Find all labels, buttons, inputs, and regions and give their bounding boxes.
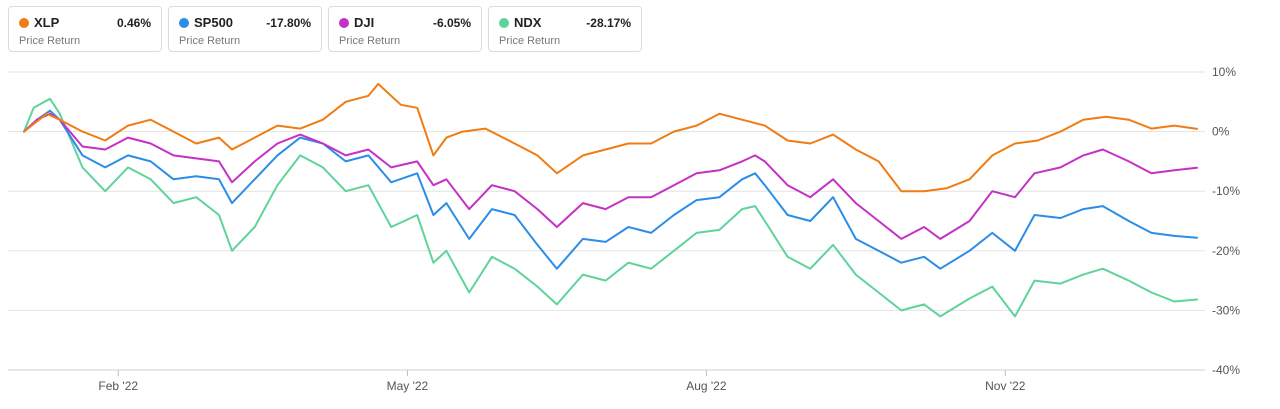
gridlines [8,71,1205,371]
legend-symbol: SP500 [194,15,234,30]
x-tick-label: May '22 [387,379,429,393]
legend-card-xlp[interactable]: XLP 0.46% Price Return [8,6,162,52]
x-tick-label: Aug '22 [686,379,727,393]
y-axis: 10% 0% -10% -20% -30% -40% [1212,65,1240,377]
series-dot-icon [179,17,189,28]
y-tick-label: -10% [1212,184,1240,198]
legend-symbol: XLP [34,15,60,30]
series-group [23,82,1198,318]
series-dot-icon [339,17,349,28]
y-tick-label: 0% [1212,125,1230,139]
series-dot-icon [499,17,509,28]
x-tick-label: Feb '22 [98,379,138,393]
legend-subtitle: Price Return [499,35,561,47]
legend-return-value: 0.46% [116,15,151,30]
legend-return-value: -6.05% [432,15,471,30]
legend-return-value: -28.17% [586,15,631,30]
series-line-ndx[interactable] [23,97,1198,318]
series-line-dji[interactable] [23,112,1198,240]
legend-card-sp500[interactable]: SP500 -17.80% Price Return [168,6,322,52]
x-tick-label: Nov '22 [985,379,1026,393]
legend-symbol: NDX [514,15,542,30]
legend-subtitle: Price Return [179,35,241,47]
series-line-sp500[interactable] [23,109,1198,270]
y-tick-label: -20% [1212,244,1240,258]
series-line-xlp[interactable] [23,82,1198,193]
legend-symbol: DJI [354,15,375,30]
legend-card-ndx[interactable]: NDX -28.17% Price Return [488,6,642,52]
series-dot-icon [19,17,29,28]
legend-card-dji[interactable]: DJI -6.05% Price Return [328,6,482,52]
legend: XLP 0.46% Price Return SP500 -17.80% Pri… [8,6,642,52]
legend-subtitle: Price Return [339,35,401,47]
y-tick-label: 10% [1212,65,1236,79]
x-axis: Feb '22 May '22 Aug '22 Nov '22 [8,369,1205,393]
legend-return-value: -17.80% [266,15,311,30]
legend-subtitle: Price Return [19,35,81,47]
y-tick-label: -30% [1212,303,1240,317]
y-tick-label: -40% [1212,363,1240,377]
